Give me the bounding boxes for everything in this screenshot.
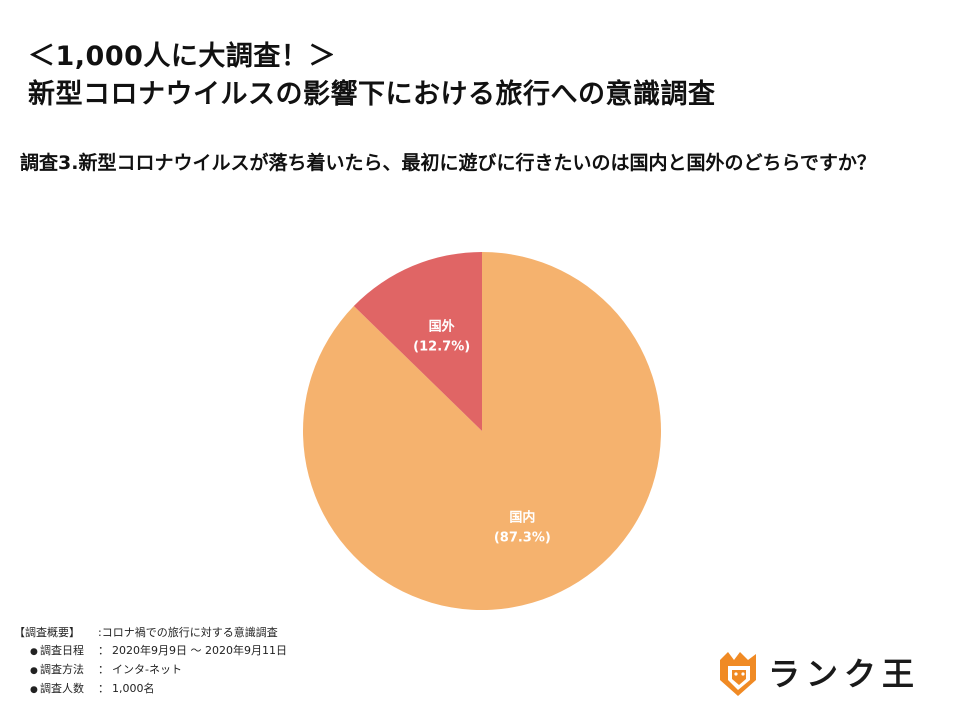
summary-key: 調査日程 (40, 644, 84, 657)
pie-slice-0 (303, 252, 661, 611)
bullet-icon: ● (30, 685, 38, 695)
summary-sep: ： (98, 663, 109, 676)
summary-heading-row: 【調査概要】 :コロナ禍での旅行に対する意識調査 (14, 624, 287, 642)
bullet-icon: ● (30, 666, 38, 676)
summary-heading-value: :コロナ禍での旅行に対する意識調査 (98, 626, 278, 639)
pie-slice-1 (353, 252, 482, 431)
bullet-icon: ● (30, 647, 38, 657)
page-title: ＜1,000人に大調査！＞ 新型コロナウイルスの影響下における旅行への意識調査 (28, 38, 716, 114)
survey-question: 調査3.新型コロナウイルスが落ち着いたら、最初に遊びに行きたいのは国内と国外のど… (20, 152, 876, 174)
summary-sep: ： (98, 644, 109, 657)
pie-value-label-1: (12.7%) (413, 339, 470, 354)
summary-value: 1,000名 (112, 682, 155, 695)
summary-item-count: ● 調査人数 ： 1,000名 (30, 680, 287, 699)
pie-value-label-0: (87.3%) (494, 531, 551, 546)
summary-item-date: ● 調査日程 ： 2020年9月9日 〜 2020年9月11日 (30, 642, 287, 661)
survey-summary: 【調査概要】:コロナ禍での旅行に対する意識調査 ● 調査日程： 2020年9月9日 … (14, 624, 287, 699)
summary-item-method: ● 調査方法 ：インタ-ネット (30, 661, 287, 680)
lion-head-icon (720, 652, 756, 696)
summary-key: 調査人数 (40, 682, 84, 695)
pie-label-1: 国外 (429, 318, 455, 334)
rank-ou-logo: ランク王 (716, 650, 916, 700)
pie-label-0: 国内 (509, 510, 535, 526)
summary-key: 調査方法 (40, 663, 84, 676)
summary-list: ● 調査日程： 2020年9月9日 〜 2020年9月11日 ● 調査方法：インタ-ネ… (14, 642, 287, 699)
title-line-2: 新型コロナウイルスの影響下における旅行への意識調査 (28, 79, 716, 110)
summary-value: 2020年9月9日 〜 2020年9月11日 (112, 644, 287, 657)
logo-text: ランク王 (768, 655, 921, 693)
title-line-1: ＜1,000人に大調査！＞ (28, 41, 336, 72)
summary-sep: ： (98, 682, 109, 695)
summary-value: インタ-ネット (112, 663, 182, 676)
summary-heading: 【調査概要】 (14, 626, 80, 639)
